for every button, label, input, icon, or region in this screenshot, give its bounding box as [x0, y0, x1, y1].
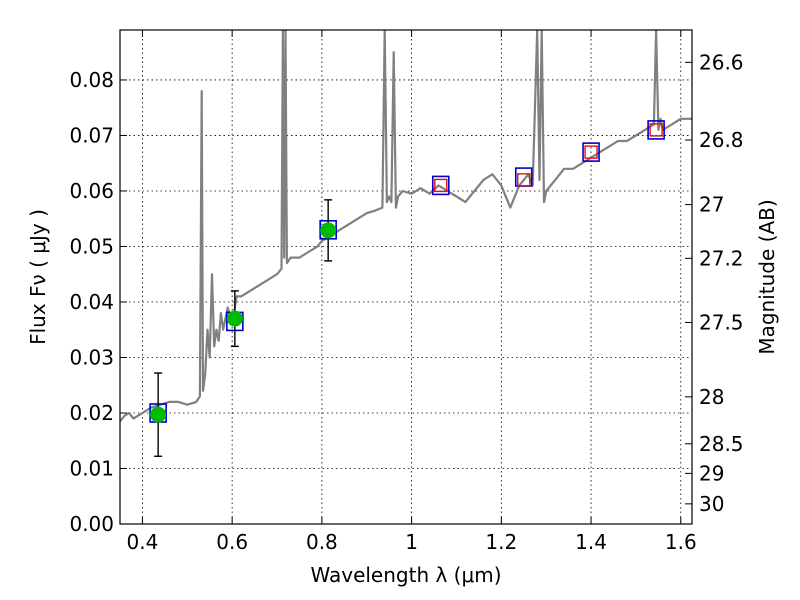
spectrum-line — [120, 30, 692, 422]
y-tick-label: 0.06 — [69, 179, 114, 203]
magnitude-tick-label: 29 — [699, 461, 724, 485]
x-tick-label: 0.4 — [127, 530, 159, 554]
x-axis-title: Wavelength λ (μm) — [310, 563, 501, 587]
magnitude-tick-label: 27.5 — [699, 310, 744, 334]
axes: 0.4 0.6 0.8 1 1.2 1.4 1.6 0.00 0.01 0.02 0.03 0.04 0… — [69, 30, 744, 554]
y-tick-label: 0.00 — [69, 512, 114, 536]
x-tick-label: 1 — [405, 530, 418, 554]
model-photometry-box — [431, 175, 450, 196]
y-tick-label: 0.08 — [69, 68, 114, 92]
x-tick-label: 1.6 — [665, 530, 697, 554]
model-photometry-box — [582, 142, 600, 162]
infrared-photometry-marker — [649, 123, 663, 137]
plot-area — [120, 30, 692, 457]
model-photometry-box — [647, 120, 665, 140]
x-tick-label: 0.8 — [306, 530, 338, 554]
magnitude-tick-label: 30 — [699, 492, 724, 516]
plot-frame — [119, 29, 693, 525]
observed-data-point — [226, 310, 243, 327]
y-tick-label: 0.07 — [69, 123, 114, 147]
y-tick-label: 0.03 — [69, 345, 114, 369]
x-tick-label: 1.4 — [575, 530, 607, 554]
y-tick-label: 0.04 — [69, 290, 114, 314]
x-tick-label: 1.2 — [485, 530, 517, 554]
magnitude-tick-label: 28 — [699, 385, 724, 409]
y-axis-title: Flux Fν ( μJy ) — [26, 209, 50, 345]
magnitude-tick-label: 26.6 — [699, 50, 744, 74]
y-tick-label: 0.05 — [69, 234, 114, 258]
x-tick-label: 0.6 — [216, 530, 248, 554]
y-tick-label: 0.01 — [69, 456, 114, 480]
y-tick-label: 0.02 — [69, 401, 114, 425]
magnitude-axis-title: Magnitude (AB) — [755, 199, 779, 354]
magnitude-tick-label: 27.2 — [699, 246, 744, 270]
infrared-photometry-marker — [517, 173, 531, 187]
observed-data-point — [150, 406, 167, 423]
magnitude-tick-label: 26.8 — [699, 128, 744, 152]
magnitude-tick-label: 28.5 — [699, 432, 744, 456]
infrared-photometry-marker — [434, 178, 448, 193]
infrared-photometry-marker — [584, 145, 598, 159]
magnitude-tick-label: 27 — [699, 193, 724, 217]
observed-data-point — [320, 222, 337, 239]
